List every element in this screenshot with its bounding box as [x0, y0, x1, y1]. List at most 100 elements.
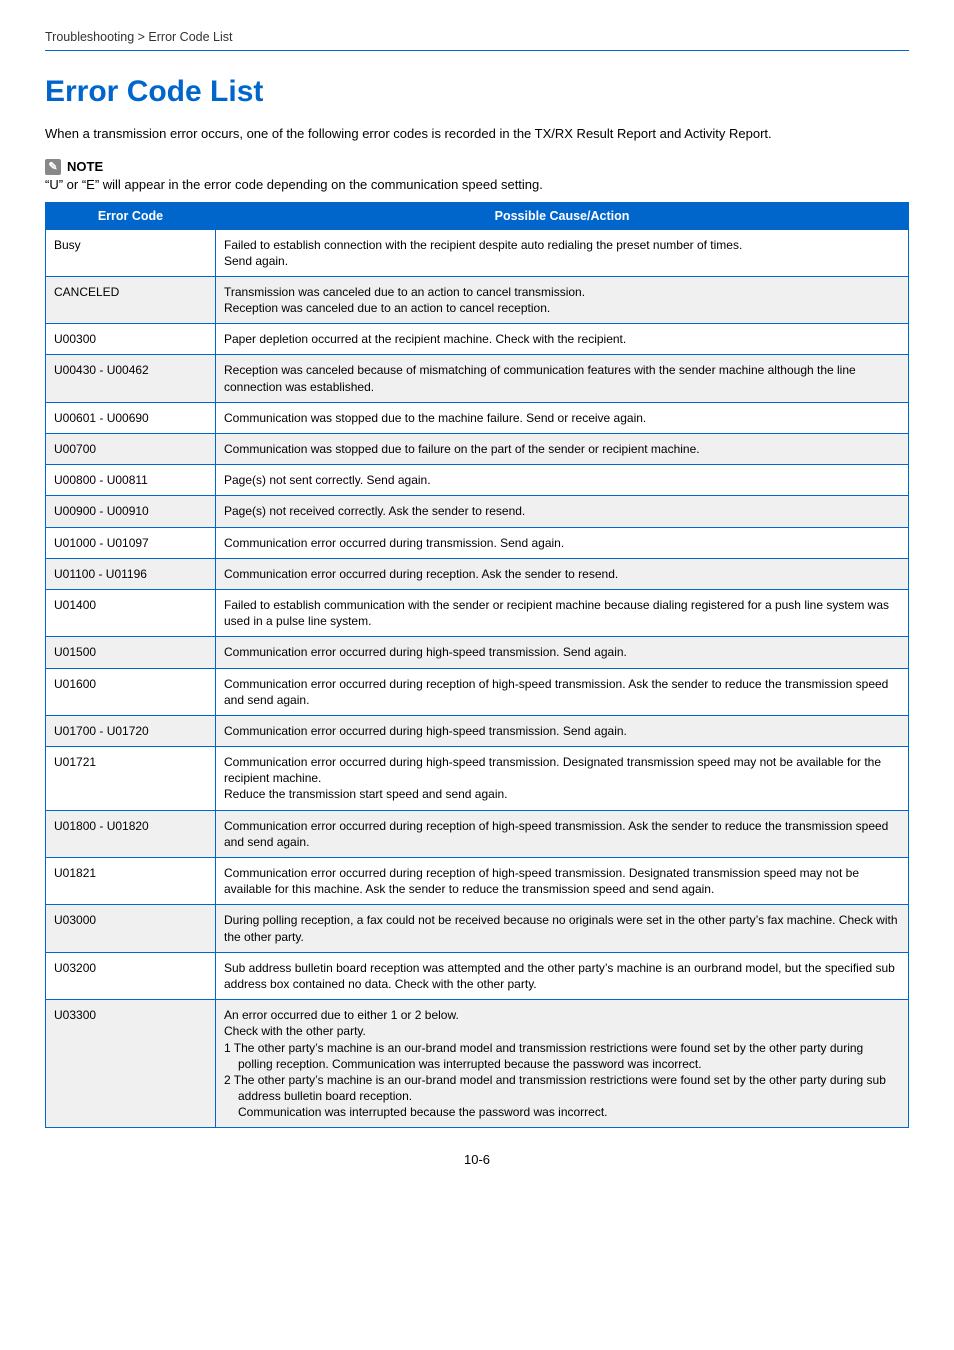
error-code-cell: U00800 - U00811 — [46, 465, 216, 496]
action-line: Communication error occurred during rece… — [224, 566, 900, 582]
table-row: U01800 - U01820Communication error occur… — [46, 810, 909, 857]
cause-action-cell: Failed to establish communication with t… — [216, 589, 909, 636]
error-code-table: Error Code Possible Cause/Action Busy Fai… — [45, 202, 909, 1129]
cause-action-cell: Communication error occurred during rece… — [216, 558, 909, 589]
action-list-item: 1 The other party’s machine is an our-br… — [224, 1040, 900, 1072]
action-line: Communication error occurred during tran… — [224, 535, 900, 551]
cause-action-cell: Communication error occurred during rece… — [216, 858, 909, 905]
action-line: Communication was stopped due to failure… — [224, 441, 900, 457]
error-code-cell: U00900 - U00910 — [46, 496, 216, 527]
error-code-cell: U01600 — [46, 668, 216, 715]
page-number: 10-6 — [45, 1152, 909, 1167]
error-code-cell: U00601 - U00690 — [46, 402, 216, 433]
intro-paragraph: When a transmission error occurs, one of… — [45, 125, 909, 143]
error-code-cell: U01821 — [46, 858, 216, 905]
table-row: U03300An error occurred due to either 1 … — [46, 1000, 909, 1128]
action-line: Page(s) not sent correctly. Send again. — [224, 472, 900, 488]
table-row: U00700 Communication was stopped due to f… — [46, 434, 909, 465]
cause-action-cell: Communication was stopped due to failure… — [216, 434, 909, 465]
action-line: Reduce the transmission start speed and … — [224, 786, 900, 802]
action-line: During polling reception, a fax could no… — [224, 912, 900, 944]
table-row: U00800 - U00811 Page(s) not sent correctl… — [46, 465, 909, 496]
cause-action-cell: Communication error occurred during rece… — [216, 668, 909, 715]
action-line: Send again. — [224, 253, 900, 269]
note-icon: ✎ — [45, 159, 61, 175]
action-line: Communication was stopped due to the mac… — [224, 410, 900, 426]
table-row: U01100 - U01196 Communication error occur… — [46, 558, 909, 589]
action-line: Paper depletion occurred at the recipien… — [224, 331, 900, 347]
cause-action-cell: Page(s) not sent correctly. Send again. — [216, 465, 909, 496]
action-line: Communication error occurred during high… — [224, 644, 900, 660]
action-line: Reception was canceled because of mismat… — [224, 362, 900, 394]
cause-action-cell: Communication was stopped due to the mac… — [216, 402, 909, 433]
table-row: U01000 - U01097 Communication error occur… — [46, 527, 909, 558]
action-line: An error occurred due to either 1 or 2 b… — [224, 1007, 900, 1023]
col-header-action: Possible Cause/Action — [216, 202, 909, 229]
table-row: CANCELED Transmission was canceled due to… — [46, 276, 909, 323]
table-row: U01700 - U01720 Communication error occur… — [46, 715, 909, 746]
action-line: Sub address bulletin board reception was… — [224, 960, 900, 992]
header-rule — [45, 50, 909, 51]
table-row: U01721Communication error occurred durin… — [46, 747, 909, 811]
col-header-code: Error Code — [46, 202, 216, 229]
cause-action-cell: Communication error occurred during high… — [216, 747, 909, 811]
cause-action-cell: Communication error occurred during high… — [216, 715, 909, 746]
breadcrumb: Troubleshooting > Error Code List — [45, 30, 909, 50]
action-line: Communication error occurred during rece… — [224, 676, 900, 708]
page-container: Troubleshooting > Error Code List Error … — [0, 0, 954, 1187]
table-row: U03200Sub address bulletin board recepti… — [46, 952, 909, 999]
action-line: Check with the other party. — [224, 1023, 900, 1039]
note-text: “U” or “E” will appear in the error code… — [45, 177, 909, 192]
action-line: Reception was canceled due to an action … — [224, 300, 900, 316]
error-code-cell: U01000 - U01097 — [46, 527, 216, 558]
error-code-cell: U00430 - U00462 — [46, 355, 216, 402]
table-row: U00900 - U00910 Page(s) not received corr… — [46, 496, 909, 527]
table-row: U00601 - U00690 Communication was stopped… — [46, 402, 909, 433]
action-line: Communication error occurred during high… — [224, 723, 900, 739]
error-code-cell: U00700 — [46, 434, 216, 465]
error-code-cell: U01400 — [46, 589, 216, 636]
action-line: Failed to establish communication with t… — [224, 597, 900, 629]
table-row: U00430 - U00462Reception was canceled be… — [46, 355, 909, 402]
error-code-cell: U01500 — [46, 637, 216, 668]
cause-action-cell: Page(s) not received correctly. Ask the … — [216, 496, 909, 527]
cause-action-cell: An error occurred due to either 1 or 2 b… — [216, 1000, 909, 1128]
action-line: Communication error occurred during rece… — [224, 818, 900, 850]
table-row: U01600Communication error occurred durin… — [46, 668, 909, 715]
cause-action-cell: Transmission was canceled due to an acti… — [216, 276, 909, 323]
action-line: Transmission was canceled due to an acti… — [224, 284, 900, 300]
page-title: Error Code List — [45, 75, 909, 109]
note-label: NOTE — [67, 159, 103, 174]
table-header-row: Error Code Possible Cause/Action — [46, 202, 909, 229]
cause-action-cell: Failed to establish connection with the … — [216, 229, 909, 276]
action-list-item: Communication was interrupted because th… — [224, 1104, 900, 1120]
action-line: Failed to establish connection with the … — [224, 237, 900, 253]
table-row: U03000During polling reception, a fax co… — [46, 905, 909, 952]
error-code-cell: U00300 — [46, 324, 216, 355]
cause-action-cell: During polling reception, a fax could no… — [216, 905, 909, 952]
error-code-cell: Busy — [46, 229, 216, 276]
action-line: Communication error occurred during rece… — [224, 865, 900, 897]
error-code-cell: U01800 - U01820 — [46, 810, 216, 857]
cause-action-cell: Communication error occurred during rece… — [216, 810, 909, 857]
action-line: Page(s) not received correctly. Ask the … — [224, 503, 900, 519]
note-header: ✎ NOTE — [45, 159, 909, 175]
table-row: U01500 Communication error occurred durin… — [46, 637, 909, 668]
cause-action-cell: Paper depletion occurred at the recipien… — [216, 324, 909, 355]
error-code-cell: U01100 - U01196 — [46, 558, 216, 589]
table-row: U00300 Paper depletion occurred at the re… — [46, 324, 909, 355]
error-code-cell: U01700 - U01720 — [46, 715, 216, 746]
cause-action-cell: Sub address bulletin board reception was… — [216, 952, 909, 999]
cause-action-cell: Reception was canceled because of mismat… — [216, 355, 909, 402]
cause-action-cell: Communication error occurred during high… — [216, 637, 909, 668]
table-row: Busy Failed to establish connection with … — [46, 229, 909, 276]
action-line: Communication error occurred during high… — [224, 754, 900, 786]
cause-action-cell: Communication error occurred during tran… — [216, 527, 909, 558]
table-body: Busy Failed to establish connection with … — [46, 229, 909, 1128]
table-row: U01821Communication error occurred durin… — [46, 858, 909, 905]
action-list-item: 2 The other party’s machine is an our-br… — [224, 1072, 900, 1104]
error-code-cell: CANCELED — [46, 276, 216, 323]
error-code-cell: U03200 — [46, 952, 216, 999]
error-code-cell: U01721 — [46, 747, 216, 811]
table-row: U01400Failed to establish communication … — [46, 589, 909, 636]
